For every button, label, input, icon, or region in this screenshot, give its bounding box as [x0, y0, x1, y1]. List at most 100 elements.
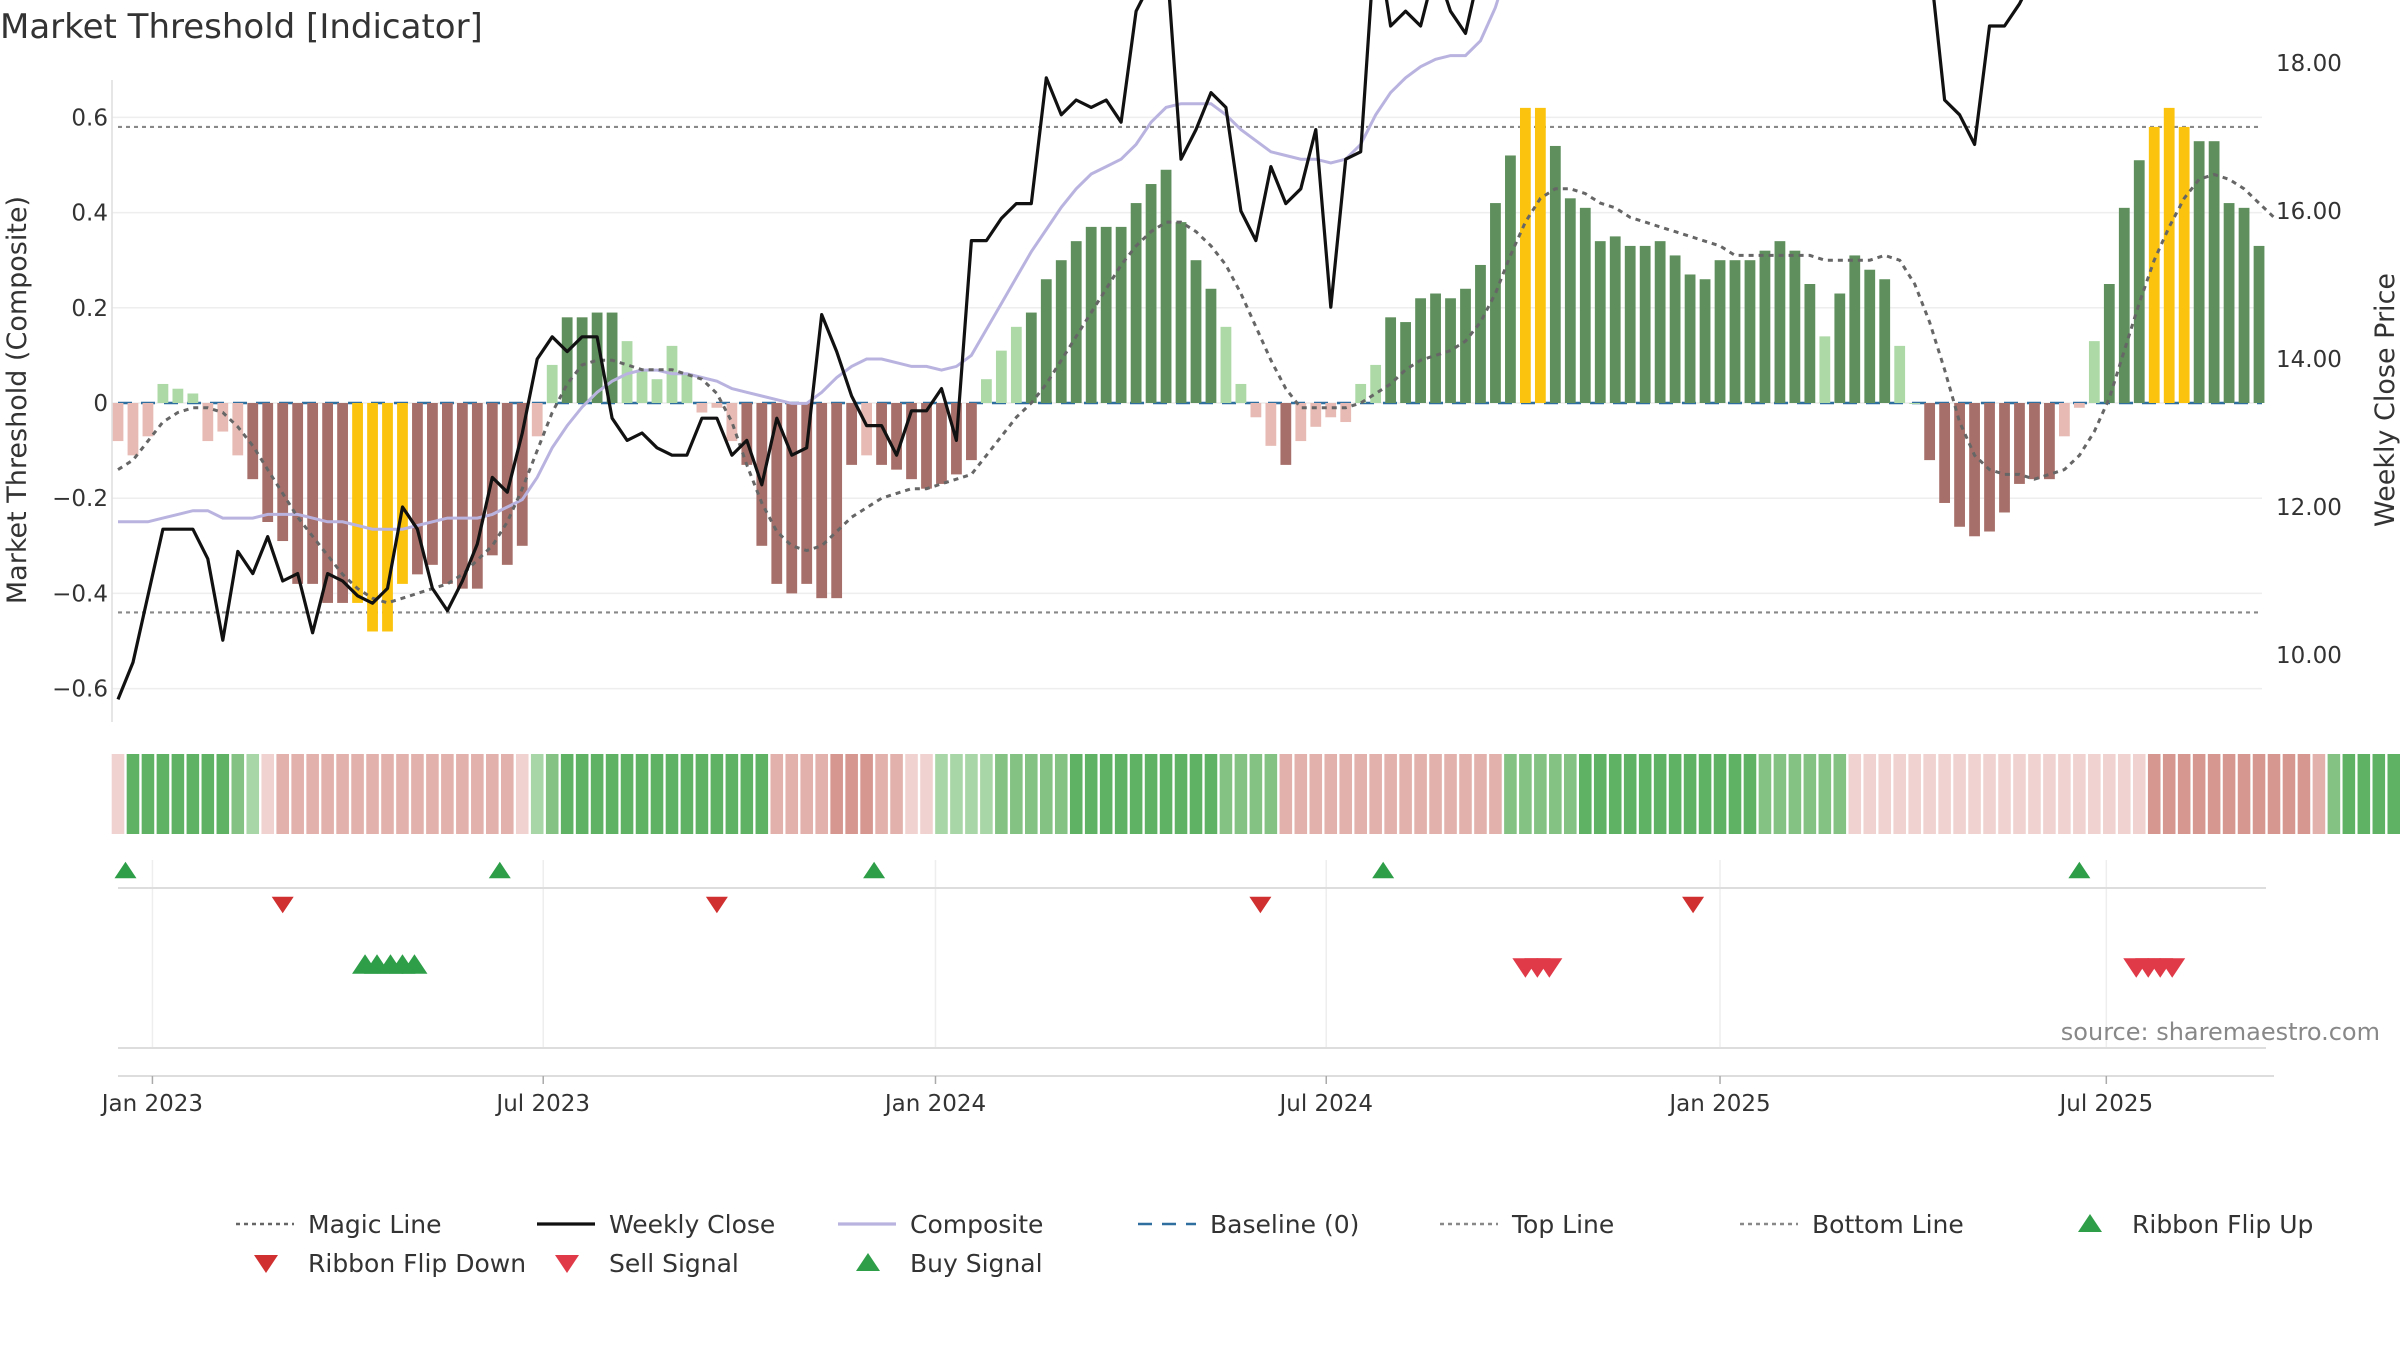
ribbon-cell — [1668, 754, 1682, 834]
ribbon-cell — [411, 754, 424, 834]
ribbon-cell — [905, 754, 918, 834]
ribbon-cell — [890, 754, 903, 834]
ribbon-cell — [1653, 754, 1667, 834]
ribbon-cell — [950, 754, 963, 834]
ribbon-cell — [1279, 754, 1293, 834]
ribbon-cell — [216, 754, 230, 834]
composite-bar — [2178, 126, 2190, 404]
ribbon-cell — [1204, 754, 1218, 834]
y2-tick-label: 10.00 — [2276, 643, 2342, 669]
ribbon-cell — [1369, 754, 1382, 834]
legend-label: Bottom Line — [1812, 1210, 1964, 1239]
composite-bar — [2223, 203, 2235, 403]
composite-bar — [1954, 403, 1965, 527]
ribbon-cell — [1728, 754, 1742, 834]
ribbon-flip-up-marker — [488, 861, 511, 879]
legend-label: Composite — [910, 1210, 1043, 1239]
right-axis-label: Weekly Close Price — [2370, 273, 2400, 527]
ribbon-cell — [530, 754, 544, 834]
ribbon-cell — [1414, 754, 1427, 834]
legend-marker — [2078, 1214, 2102, 1232]
composite-bar — [2253, 245, 2265, 403]
composite-bar — [921, 403, 932, 489]
ribbon-cell — [1339, 754, 1353, 834]
composite-bar — [1549, 145, 1561, 403]
ribbon-cell — [875, 754, 888, 834]
composite-bar — [995, 350, 1007, 403]
ribbon-cell — [2207, 754, 2221, 834]
ribbon-cell — [1803, 754, 1817, 834]
x-tick-label: Jan 2025 — [1667, 1091, 1770, 1117]
ribbon-flip-down-marker — [705, 896, 728, 914]
sell-signal-marker — [1536, 958, 1563, 978]
legend: Magic Line Weekly Close Composite Baseline … — [236, 1210, 2313, 1278]
composite-bar — [621, 341, 633, 403]
ribbon-cell — [1219, 754, 1233, 834]
composite-bar — [1534, 107, 1546, 403]
weekly-close-line — [116, 0, 2024, 701]
composite-bar — [1505, 155, 1516, 403]
ribbon-cell — [2297, 754, 2311, 834]
ribbon-cell — [1549, 754, 1562, 834]
ribbon-cell — [246, 754, 260, 834]
ribbon-cell — [860, 754, 873, 834]
composite-bar — [1714, 260, 1726, 403]
composite-bar — [936, 403, 947, 484]
composite-bar — [636, 369, 648, 403]
composite-bar — [2103, 284, 2115, 403]
composite-bar — [1744, 260, 1756, 403]
composite-bar — [1310, 403, 1322, 427]
ribbon-cell — [1069, 754, 1083, 834]
ribbon-cell — [1144, 754, 1158, 834]
composite-bar — [681, 374, 693, 403]
ribbon-cell — [156, 754, 170, 834]
composite-bar — [1055, 260, 1067, 403]
ribbon-flip-up-marker — [1372, 861, 1395, 879]
ribbon-cell — [381, 754, 394, 834]
ribbon-cell — [1084, 754, 1098, 834]
legend-marker — [856, 1253, 880, 1271]
y-tick-label: 0 — [93, 391, 108, 417]
composite-bar — [756, 403, 768, 546]
ribbon-cell — [1564, 754, 1577, 834]
ribbon-cell — [366, 754, 379, 834]
composite-bar — [456, 403, 468, 589]
composite-bar — [1280, 403, 1292, 465]
ribbon-cell — [845, 754, 858, 834]
ribbon-cell — [2192, 754, 2206, 834]
composite-bar — [846, 403, 858, 465]
x-tick-label: Jan 2023 — [100, 1091, 203, 1117]
composite-bar — [2029, 403, 2040, 480]
composite-bar — [741, 403, 753, 465]
composite-bar — [801, 403, 813, 584]
composite-bar — [1160, 169, 1172, 403]
ribbon-cell — [336, 754, 349, 834]
ribbon-cell — [2312, 754, 2326, 834]
ribbon-cell — [785, 754, 799, 834]
ribbon-cell — [800, 754, 814, 834]
ribbon-cell — [1908, 754, 1921, 834]
ribbon-cell — [1010, 754, 1023, 834]
composite-bar — [1025, 312, 1037, 403]
ribbon-cell — [261, 754, 275, 834]
composite-bar — [576, 317, 588, 403]
ribbon-cell — [2267, 754, 2281, 834]
composite-bar — [711, 403, 723, 408]
ribbon-cell — [486, 754, 499, 834]
ribbon-cell — [2043, 754, 2056, 834]
composite-bar — [2208, 141, 2220, 403]
y2-tick-label: 12.00 — [2276, 495, 2342, 521]
composite-bar — [1789, 250, 1801, 403]
ribbon-cell — [231, 754, 245, 834]
ribbon-cell — [1249, 754, 1263, 834]
ribbon-cell — [1324, 754, 1338, 834]
ribbon-cell — [1608, 754, 1622, 834]
ribbon-cell — [1788, 754, 1802, 834]
ribbon-flip-up-marker — [114, 861, 137, 879]
composite-bars — [112, 107, 2265, 632]
composite-bar — [1609, 236, 1621, 403]
legend-item: Magic Line — [236, 1210, 442, 1239]
composite-bar — [352, 403, 363, 603]
legend-item: Buy Signal — [856, 1249, 1043, 1278]
composite-bar — [1639, 245, 1651, 403]
